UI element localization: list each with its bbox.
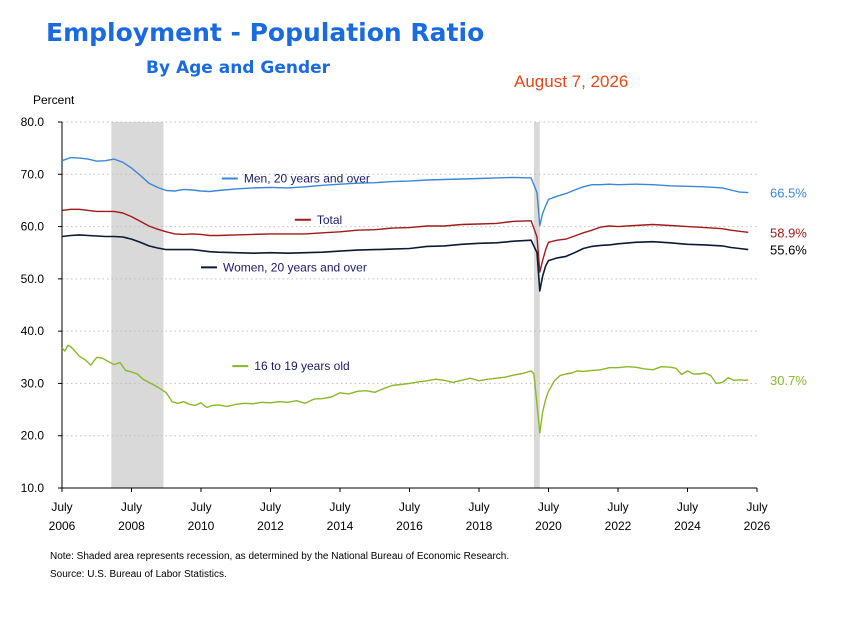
x-tick-year: 2024 (674, 519, 701, 533)
legend-label: 16 to 19 years old (254, 359, 349, 373)
axes: 10.0 20.0 30.0 40.0 50.0 60.0 70.0 80.0 July 2006… (21, 115, 771, 533)
legend-label: Men, 20 years and over (244, 171, 370, 185)
recession-band-1 (533, 122, 540, 488)
gridlines (62, 121, 757, 437)
x-tick-month: July (607, 500, 628, 514)
y-axis-label: Percent (33, 93, 75, 107)
y-tick-label: 10.0 (21, 481, 45, 495)
x-tick-year: 2012 (257, 519, 284, 533)
x-tick-month: July (121, 500, 142, 514)
y-tick-label: 40.0 (21, 324, 45, 338)
x-tick-year: 2006 (49, 519, 76, 533)
recession-shading (111, 122, 540, 488)
chart-subtitle: By Age and Gender (146, 58, 331, 78)
x-tick-year: 2018 (466, 519, 493, 533)
x-tick-month: July (260, 500, 281, 514)
legend-label: Women, 20 years and over (223, 260, 367, 274)
end-value-label-men-20-years-and-over: 66.5% (770, 186, 807, 201)
x-tick-year: 2014 (327, 519, 354, 533)
x-tick-month: July (399, 500, 420, 514)
y-tick-label: 60.0 (21, 220, 45, 234)
y-tick-label: 20.0 (21, 429, 45, 443)
y-tick-label: 70.0 (21, 167, 45, 181)
chart-title: Employment - Population Ratio (46, 18, 485, 47)
end-value-label-women-20-years-and-over: 55.6% (770, 243, 807, 258)
x-tick-year: 2026 (744, 519, 771, 533)
x-tick-month: July (51, 500, 72, 514)
series-line-16-to-19-years-old (61, 344, 749, 434)
source-note: Source: U.S. Bureau of Labor Statistics. (50, 569, 227, 580)
recession-note: Note: Shaded area represents recession, … (50, 551, 510, 562)
recession-band-0 (111, 122, 164, 488)
x-tick-year: 2016 (396, 519, 423, 533)
series-labels: Men, 20 years and over Total Women, 20 yea… (201, 171, 370, 373)
x-tick-month: July (746, 500, 767, 514)
x-tick-month: July (190, 500, 211, 514)
x-tick-year: 2010 (188, 519, 215, 533)
x-tick-year: 2008 (118, 519, 145, 533)
x-tick-year: 2020 (535, 519, 562, 533)
x-tick-month: July (468, 500, 489, 514)
y-tick-label: 80.0 (21, 115, 45, 129)
series-line-women-20-years-and-over (61, 234, 749, 292)
legend-label: Total (317, 213, 342, 227)
series-line-total (61, 208, 749, 273)
x-tick-month: July (538, 500, 559, 514)
release-date: August 7, 2026 (514, 72, 629, 91)
x-tick-year: 2022 (605, 519, 632, 533)
series-line-men-20-years-and-over (61, 156, 749, 227)
y-tick-label: 30.0 (21, 376, 45, 390)
series-lines: 66.5% 58.9% 55.6% 30.7% (61, 156, 807, 434)
x-tick-month: July (677, 500, 698, 514)
end-value-label-total: 58.9% (770, 225, 807, 240)
y-tick-label: 50.0 (21, 272, 45, 286)
x-tick-month: July (329, 500, 350, 514)
end-value-label-16-to-19-years-old: 30.7% (770, 373, 807, 388)
